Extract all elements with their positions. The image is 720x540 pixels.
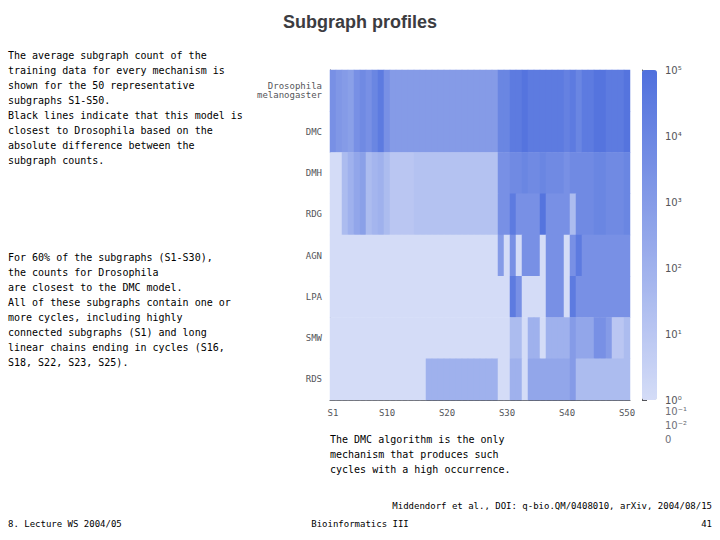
svg-text:41: 41: [701, 519, 712, 529]
svg-text:10¹: 10¹: [665, 329, 682, 340]
svg-text:The average subgraph count of: The average subgraph count of the: [8, 50, 207, 61]
svg-text:Middendorf et al., DOI: q-bio.: Middendorf et al., DOI: q-bio.QM/0408010…: [392, 501, 712, 511]
svg-text:DMC: DMC: [306, 127, 322, 137]
svg-text:S20: S20: [439, 408, 455, 418]
svg-text:subgraph counts.: subgraph counts.: [8, 155, 104, 166]
svg-text:subgraphs S1-S50.: subgraphs S1-S50.: [8, 95, 110, 106]
svg-text:are closest to the DMC model.: are closest to the DMC model.: [8, 282, 183, 293]
svg-text:RDG: RDG: [306, 209, 322, 219]
svg-text:absolute difference between th: absolute difference between the: [8, 140, 195, 151]
svg-text:8. Lecture WS 2004/05: 8. Lecture WS 2004/05: [8, 519, 122, 529]
svg-text:10⁻²: 10⁻²: [665, 420, 687, 431]
svg-text:training data for every mechan: training data for every mechanism is: [8, 65, 225, 76]
svg-text:Bioinformatics III: Bioinformatics III: [311, 519, 409, 529]
svg-text:melanogaster: melanogaster: [257, 90, 323, 100]
svg-text:For 60% of the subgraphs (S1-S: For 60% of the subgraphs (S1-S30),: [8, 252, 213, 263]
svg-text:S30: S30: [499, 408, 515, 418]
svg-text:DMH: DMH: [306, 168, 322, 178]
svg-text:connected subgraphs (S1) and l: connected subgraphs (S1) and long: [8, 327, 207, 338]
svg-text:more cycles, including highly: more cycles, including highly: [8, 312, 183, 323]
svg-text:SMW: SMW: [306, 333, 323, 343]
svg-text:S50: S50: [619, 408, 635, 418]
svg-text:Drosophila: Drosophila: [267, 81, 322, 92]
svg-text:RDS: RDS: [306, 374, 322, 384]
svg-text:S18, S22, S23, S25).: S18, S22, S23, S25).: [8, 357, 128, 368]
svg-text:10⁻¹: 10⁻¹: [665, 406, 687, 417]
svg-text:S40: S40: [559, 408, 575, 418]
svg-text:the counts for Drosophila: the counts for Drosophila: [8, 267, 159, 278]
svg-text:10⁴: 10⁴: [665, 131, 682, 142]
svg-text:Subgraph profiles: Subgraph profiles: [283, 12, 437, 32]
svg-text:10⁵: 10⁵: [665, 65, 682, 76]
svg-text:S1: S1: [328, 408, 339, 418]
svg-text:shown for the 50 representativ: shown for the 50 representative: [8, 80, 195, 91]
svg-text:Black lines indicate that this: Black lines indicate that this model is: [8, 110, 243, 121]
svg-text:linear chains ending in cycles: linear chains ending in cycles (S16,: [8, 342, 225, 353]
svg-text:The DMC algorithm is the only: The DMC algorithm is the only: [330, 434, 505, 445]
svg-text:0: 0: [665, 434, 671, 445]
svg-text:mechanism that produces such: mechanism that produces such: [330, 449, 499, 460]
svg-text:All of these subgraphs contain: All of these subgraphs contain one or: [8, 297, 231, 308]
svg-text:LPA: LPA: [306, 292, 323, 302]
svg-text:10²: 10²: [665, 263, 682, 274]
svg-text:cycles with a high occurrence.: cycles with a high occurrence.: [330, 464, 511, 475]
svg-text:10³: 10³: [665, 197, 682, 208]
svg-text:closest to Drosophila based on: closest to Drosophila based on the: [8, 125, 213, 136]
svg-text:10⁰: 10⁰: [665, 395, 682, 406]
svg-text:AGN: AGN: [306, 251, 322, 261]
svg-text:S10: S10: [379, 408, 395, 418]
